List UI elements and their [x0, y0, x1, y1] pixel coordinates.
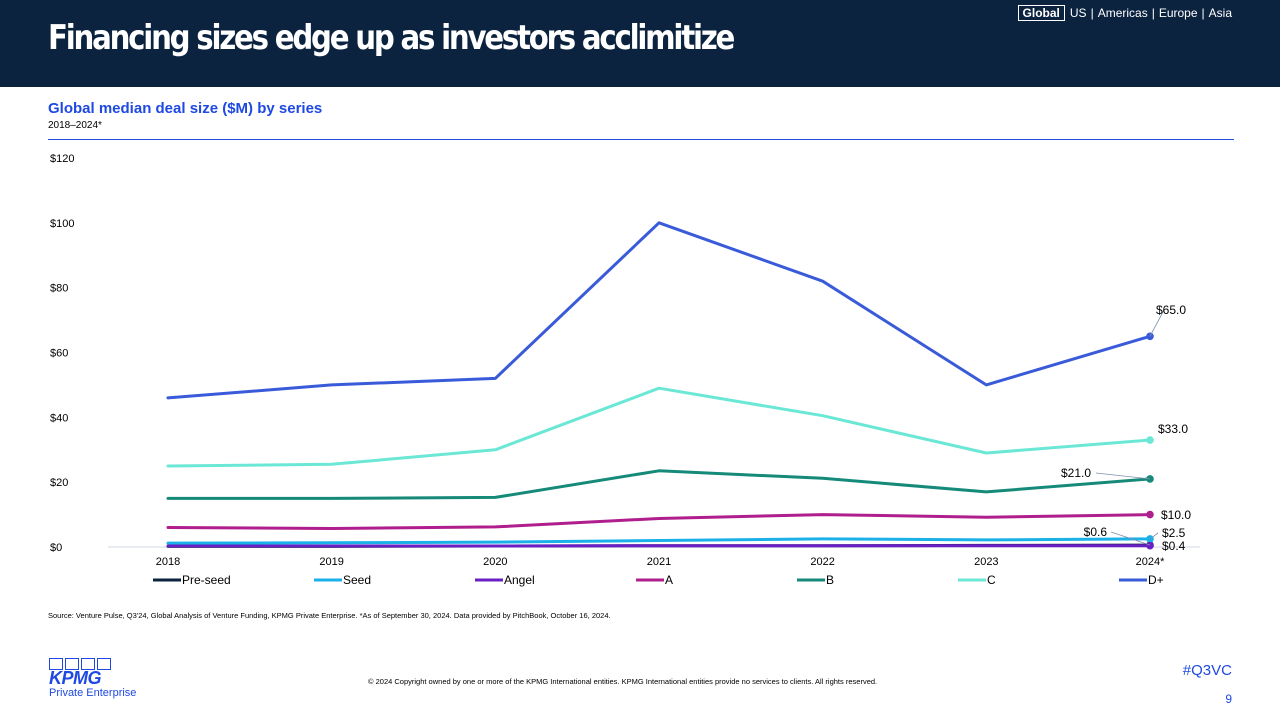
- title-divider: [48, 139, 1234, 140]
- region-nav: Global US | Americas | Europe | Asia: [1017, 5, 1232, 21]
- region-separator: |: [1201, 6, 1205, 20]
- legend-label-angel: Angel: [504, 573, 535, 587]
- hashtag: #Q3VC: [1182, 662, 1232, 679]
- y-tick-label: $40: [50, 412, 68, 424]
- y-tick-label: $80: [50, 283, 68, 295]
- series-line-seed: [166, 537, 1152, 545]
- region-tab-global[interactable]: Global: [1017, 5, 1065, 21]
- series-line-c: [166, 386, 1152, 468]
- chart-subtitle: 2018–2024*: [48, 120, 102, 131]
- end-point-a: [1146, 510, 1154, 519]
- chart-title: Global median deal size ($M) by series: [48, 100, 323, 117]
- region-tab-us[interactable]: US: [1069, 6, 1087, 20]
- region-tab-americas[interactable]: Americas: [1097, 6, 1148, 20]
- leader-line-b: [1095, 472, 1151, 480]
- region-separator: |: [1151, 6, 1155, 20]
- leader-line-seed: [1149, 532, 1159, 540]
- series-line-a: [166, 513, 1152, 530]
- data-label-angel: $0.4: [1162, 539, 1186, 553]
- y-tick-label: $100: [50, 218, 74, 230]
- data-label-d-: $65.0: [1156, 303, 1186, 317]
- legend-label-seed: Seed: [343, 573, 371, 587]
- region-tab-europe[interactable]: Europe: [1158, 6, 1198, 20]
- x-tick-label: 2020: [483, 556, 507, 568]
- x-tick-label: 2019: [319, 556, 343, 568]
- y-tick-label: $0: [50, 542, 62, 554]
- page-number: 9: [1225, 692, 1232, 706]
- region-tab-asia[interactable]: Asia: [1208, 6, 1232, 20]
- legend-label-pre-seed: Pre-seed: [182, 573, 231, 587]
- leader-line-d-: [1149, 309, 1165, 337]
- data-label-c: $33.0: [1158, 422, 1188, 436]
- x-tick-label: 2022: [810, 556, 834, 568]
- series-line-b: [166, 469, 1152, 500]
- data-label-seed: $2.5: [1162, 526, 1186, 540]
- data-label-pre-seed: $0.6: [1084, 525, 1108, 539]
- region-separator: |: [1090, 6, 1094, 20]
- end-point-c: [1146, 436, 1154, 444]
- end-point-angel: [1146, 541, 1154, 550]
- leader-line-pre-seed: [1110, 531, 1151, 546]
- y-tick-label: $20: [50, 477, 68, 489]
- data-label-b: $21.0: [1061, 466, 1091, 480]
- copyright-note: © 2024 Copyright owned by one or more of…: [368, 677, 878, 686]
- legend-label-a: A: [665, 573, 673, 587]
- x-tick-label: 2023: [974, 556, 998, 568]
- kpmg-logo-word: KPMG: [49, 668, 102, 688]
- y-tick-label: $120: [50, 153, 74, 165]
- page-title: Financing sizes edge up as investors acc…: [48, 18, 735, 58]
- legend-label-b: B: [826, 573, 834, 587]
- data-label-a: $10.0: [1161, 508, 1191, 522]
- kpmg-logo: KPMG Private Enterprise: [49, 658, 139, 704]
- legend-label-c: C: [987, 573, 996, 587]
- x-tick-label: 2018: [156, 556, 180, 568]
- y-tick-label: $60: [50, 348, 68, 360]
- source-note: Source: Venture Pulse, Q3'24, Global Ana…: [48, 611, 611, 620]
- end-point-d-: [1146, 332, 1154, 341]
- header-bar: Financing sizes edge up as investors acc…: [0, 0, 1280, 87]
- kpmg-logo-boxes: [49, 658, 139, 670]
- kpmg-logo-subtitle: Private Enterprise: [49, 687, 137, 699]
- legend-label-d-: D+: [1148, 573, 1164, 587]
- series-line-d-: [166, 221, 1152, 400]
- x-tick-label: 2024*: [1136, 556, 1165, 568]
- x-tick-label: 2021: [647, 556, 671, 568]
